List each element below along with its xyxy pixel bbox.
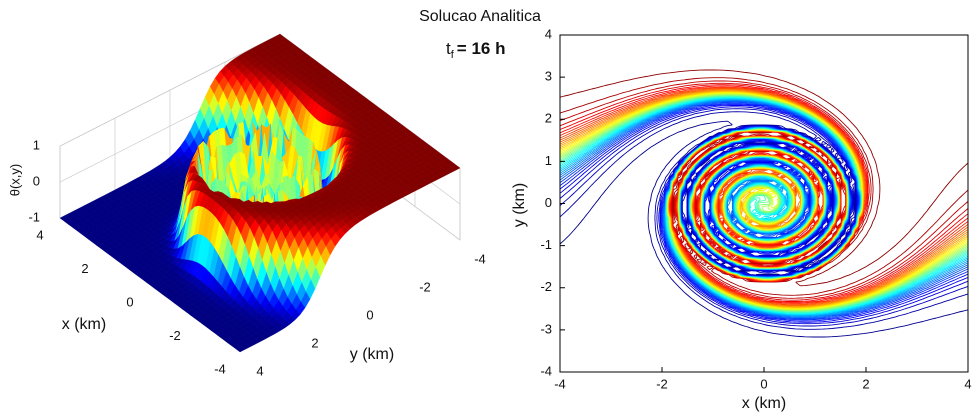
- z-tick-label: 0: [33, 174, 40, 189]
- y-tick-label: 4: [545, 26, 552, 41]
- y-tick-label: 0: [366, 307, 373, 322]
- annotation-subscript: f: [451, 49, 455, 61]
- contour-line: [559, 106, 969, 325]
- x-tick-label: 0: [126, 294, 133, 309]
- contour-line: [559, 111, 969, 330]
- y-tick-label: -4: [474, 251, 486, 266]
- x-tick-label: -2: [169, 328, 181, 343]
- y-tick-label: -2: [540, 279, 552, 294]
- x-tick-label: 4: [964, 376, 971, 391]
- x-tick-label: -4: [214, 361, 226, 376]
- y-tick-label: 2: [545, 111, 552, 126]
- y-tick-label: 3: [545, 69, 552, 84]
- contour-line: [559, 120, 969, 338]
- y-tick-label: 1: [545, 153, 552, 168]
- x-tick-label: 2: [81, 261, 88, 276]
- y-tick-label: -4: [540, 363, 552, 378]
- x-tick-label: -4: [554, 376, 566, 391]
- y-axis-label: y (km): [350, 346, 394, 363]
- z-axis-label: θ(x,y): [7, 164, 22, 197]
- y-tick-label: 2: [311, 335, 318, 350]
- x-tick-label: -2: [656, 376, 668, 391]
- x-axis-label: x (km): [62, 316, 106, 333]
- z-tick-label: -1: [28, 210, 40, 225]
- x-tick-label: 0: [760, 376, 767, 391]
- figure-title: Solucao Analitica: [419, 8, 541, 25]
- contour-plot: -4 -2 0 2 4 -4 -3 -2 -1 0 1 2 3 4 x (km) y (km): [511, 26, 971, 412]
- x-tick-label: 2: [862, 376, 869, 391]
- z-tick-label: 1: [33, 138, 40, 153]
- annotation-text: = 16 h: [457, 39, 506, 58]
- x-axis-label: x (km): [742, 395, 786, 412]
- y-tick-label: -2: [419, 279, 431, 294]
- y-tick-label: -3: [540, 321, 552, 336]
- annotation-symbol: t: [446, 39, 451, 58]
- surface-plot: -4 -2 0 2 4 -4 -2 0 2 4 -1 0 1 x (km) y (km) θ(x,y): [7, 33, 486, 378]
- x-tick-label: 4: [36, 228, 43, 243]
- y-tick-label: -1: [540, 237, 552, 252]
- y-axis-label: y (km): [511, 183, 528, 227]
- surface-patch: [235, 346, 246, 353]
- annotation: tf = 16 h: [446, 39, 505, 60]
- y-tick-label: 0: [545, 195, 552, 210]
- y-tick-label: 4: [256, 363, 263, 378]
- contour-line: [559, 69, 969, 287]
